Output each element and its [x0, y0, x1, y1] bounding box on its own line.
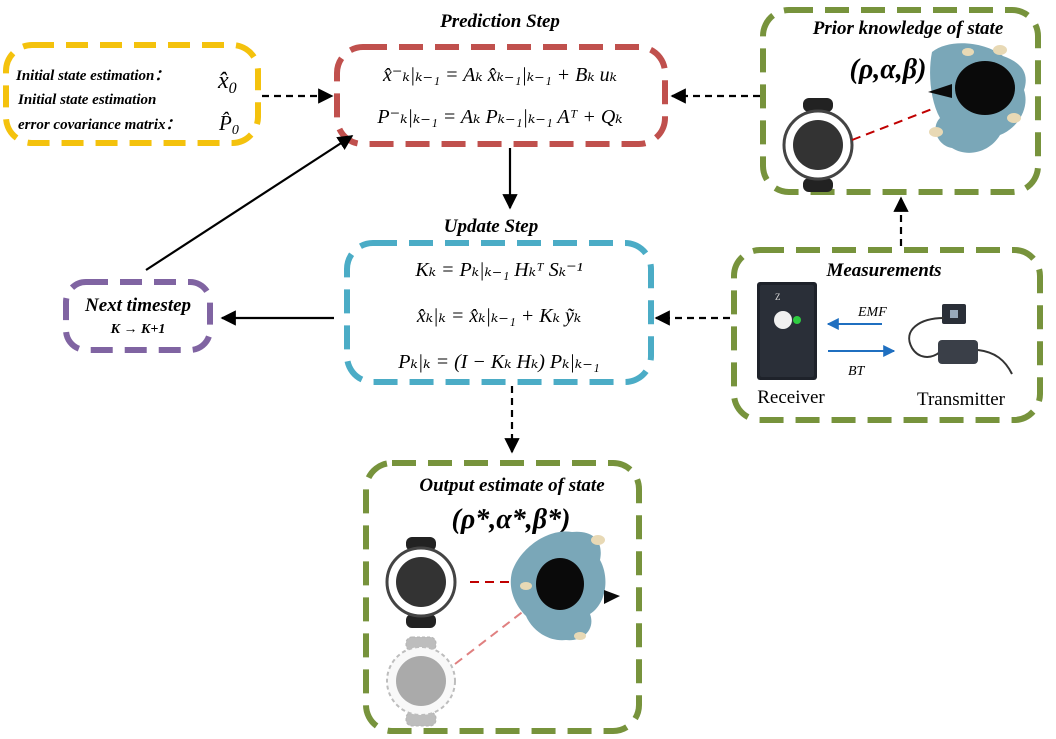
output-ghost-distance-line [455, 610, 525, 664]
receiver-label: Receiver [757, 387, 825, 408]
update-step-title: Update Step [444, 216, 538, 237]
prediction-box-border [337, 47, 665, 144]
receiver-device-icon: Z [757, 282, 817, 380]
prediction-equation-covariance: P⁻ₖ|ₖ₋₁ = Aₖ Pₖ₋₁|ₖ₋₁ Aᵀ + Qₖ [376, 106, 622, 128]
measurements-title: Measurements [825, 260, 941, 281]
next-timestep-box-border [66, 282, 210, 350]
prior-knowledge-box: Prior knowledge of state (ρ,α,β) [763, 10, 1038, 192]
receiver-device-mark: Z [775, 292, 781, 302]
prediction-step: Prediction Step x̂⁻ₖ|ₖ₋₁ = Aₖ x̂ₖ₋₁|ₖ₋₁ … [337, 11, 665, 144]
dog-top-view-icon [928, 43, 1026, 153]
initial-covariance-label-2: error covariance matrix： [18, 117, 181, 133]
initial-state-box: Initial state estimation： x̂0 Initial st… [6, 45, 258, 143]
transmitter-label: Transmitter [917, 389, 1006, 410]
measurements-box: Measurements Z EMF BT Receiver Transmitt… [734, 250, 1040, 420]
prediction-equation-state: x̂⁻ₖ|ₖ₋₁ = Aₖ x̂ₖ₋₁|ₖ₋₁ + Bₖ uₖ [382, 64, 617, 86]
p0-symbol: P̂0 [218, 111, 239, 138]
update-step: Update Step Kₖ = Pₖ|ₖ₋₁ Hₖᵀ Sₖ⁻¹ x̂ₖ|ₖ =… [347, 216, 651, 382]
prior-knowledge-title: Prior knowledge of state [812, 18, 1004, 39]
bt-label: BT [848, 364, 866, 379]
prediction-step-title: Prediction Step [439, 11, 560, 32]
output-estimate-title: Output estimate of state [419, 475, 605, 496]
next-timestep-box: Next timestep K → K+1 [66, 282, 210, 350]
arrow-next-timestep-to-prediction [146, 136, 352, 270]
update-equation-gain: Kₖ = Pₖ|ₖ₋₁ Hₖᵀ Sₖ⁻¹ [414, 259, 582, 281]
robot-top-view-icon [784, 98, 852, 192]
output-state-tuple: (ρ*,α*,β*) [452, 504, 571, 535]
initial-state-label: Initial state estimation： [15, 68, 169, 84]
robot-estimated-ghost-icon [387, 637, 455, 726]
update-equation-covariance: Pₖ|ₖ = (I − Kₖ Hₖ) Pₖ|ₖ₋₁ [397, 351, 599, 373]
next-timestep-title: Next timestep [84, 295, 191, 316]
x0-symbol: x̂0 [217, 68, 237, 97]
robot-current-icon [387, 537, 455, 628]
initial-covariance-label-1: Initial state estimation [17, 92, 156, 108]
emf-label: EMF [857, 305, 887, 320]
output-estimate-box: Output estimate of state (ρ*,α*,β*) [366, 463, 639, 731]
transmitter-device-icon [909, 304, 1012, 374]
update-equation-state: x̂ₖ|ₖ = x̂ₖ|ₖ₋₁ + Kₖ ỹₖ [416, 305, 581, 327]
next-timestep-increment: K → K+1 [110, 322, 166, 337]
dog-output-icon [511, 531, 620, 640]
prior-state-tuple: (ρ,α,β) [850, 54, 927, 85]
